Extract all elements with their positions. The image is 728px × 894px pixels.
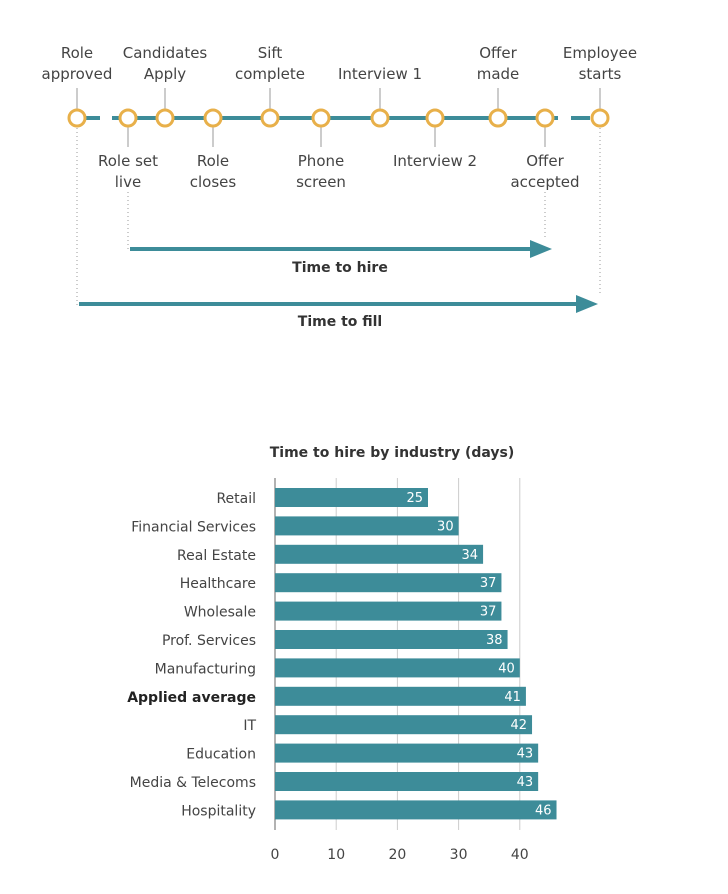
bar-value-label: 43 — [517, 775, 534, 790]
bar-value-label: 37 — [480, 576, 497, 591]
milestone-label: Role — [61, 44, 93, 62]
category-label: Real Estate — [177, 548, 256, 564]
x-tick-label: 40 — [511, 847, 529, 863]
milestone-label: screen — [296, 173, 346, 191]
bar-value-label: 34 — [462, 548, 479, 563]
milestone-node — [260, 108, 280, 128]
milestone-label: Sift — [258, 44, 283, 62]
bar — [275, 772, 539, 791]
bar-value-label: 46 — [535, 803, 552, 818]
chart-title: Time to hire by industry (days) — [270, 445, 515, 461]
milestone-label: Offer — [526, 152, 564, 170]
bar-value-label: 25 — [406, 491, 423, 506]
milestone-label: closes — [190, 173, 237, 191]
milestone-label: made — [477, 65, 520, 83]
bar — [275, 658, 520, 678]
time-to-hire-arrowhead — [530, 240, 552, 258]
milestone-label: Candidates — [123, 44, 208, 62]
bar — [275, 488, 428, 507]
milestone-node — [67, 108, 87, 128]
hiring-timeline: Role approved Candidates Apply Sift complete I… — [42, 44, 638, 330]
milestone-label: approved — [42, 65, 113, 83]
milestone-label: Employee — [563, 44, 637, 62]
category-label: Manufacturing — [155, 661, 256, 677]
bar — [275, 743, 539, 763]
category-label: Wholesale — [184, 605, 256, 621]
milestone-label: Offer — [479, 44, 517, 62]
bar-value-label: 42 — [510, 718, 527, 733]
milestone-label: Interview 2 — [393, 152, 477, 170]
milestone-node — [155, 108, 175, 128]
bar-value-label: 38 — [486, 633, 503, 648]
category-label: Media & Telecoms — [130, 775, 256, 791]
bar — [275, 544, 484, 564]
bar — [275, 573, 502, 593]
bar — [275, 630, 508, 649]
category-label: Applied average — [127, 690, 256, 706]
category-label: Healthcare — [180, 576, 256, 592]
milestone-label: complete — [235, 65, 305, 83]
milestone-node — [370, 108, 390, 128]
milestone-label: live — [115, 173, 141, 191]
milestone-label: Phone — [298, 152, 344, 170]
category-label: Education — [186, 747, 256, 763]
bar-value-label: 43 — [517, 747, 534, 762]
milestone-node — [535, 108, 555, 128]
category-label: Retail — [216, 491, 256, 507]
milestone-label: Interview 1 — [338, 65, 422, 83]
bar — [275, 516, 459, 536]
category-label: IT — [243, 718, 256, 734]
category-label: Hospitality — [181, 803, 256, 819]
bar-value-label: 40 — [498, 661, 515, 676]
x-tick-label: 20 — [388, 847, 406, 863]
x-tick-label: 10 — [327, 847, 345, 863]
bar — [275, 601, 502, 621]
category-label: Prof. Services — [162, 633, 256, 649]
milestone-label: accepted — [510, 173, 579, 191]
milestone-node — [425, 108, 445, 128]
milestone-label: Apply — [144, 65, 186, 83]
milestone-node — [590, 108, 610, 128]
milestone-node — [311, 108, 331, 128]
bar — [275, 715, 533, 735]
x-tick-label: 30 — [450, 847, 468, 863]
category-label: Financial Services — [131, 519, 256, 535]
milestone-label: starts — [579, 65, 622, 83]
milestone-node — [118, 108, 138, 128]
time-to-fill-label: Time to fill — [298, 314, 382, 330]
time-to-hire-label: Time to hire — [292, 260, 388, 276]
milestone-label: Role set — [98, 152, 158, 170]
bar-value-label: 30 — [437, 519, 454, 534]
bar — [275, 686, 526, 706]
x-tick-label: 0 — [271, 847, 280, 863]
bar — [275, 800, 557, 820]
bar-value-label: 41 — [504, 690, 521, 705]
time-to-fill-arrowhead — [576, 295, 598, 313]
milestone-node — [203, 108, 223, 128]
milestone-label: Role — [197, 152, 229, 170]
bar-value-label: 37 — [480, 605, 497, 620]
milestone-node — [488, 108, 508, 128]
